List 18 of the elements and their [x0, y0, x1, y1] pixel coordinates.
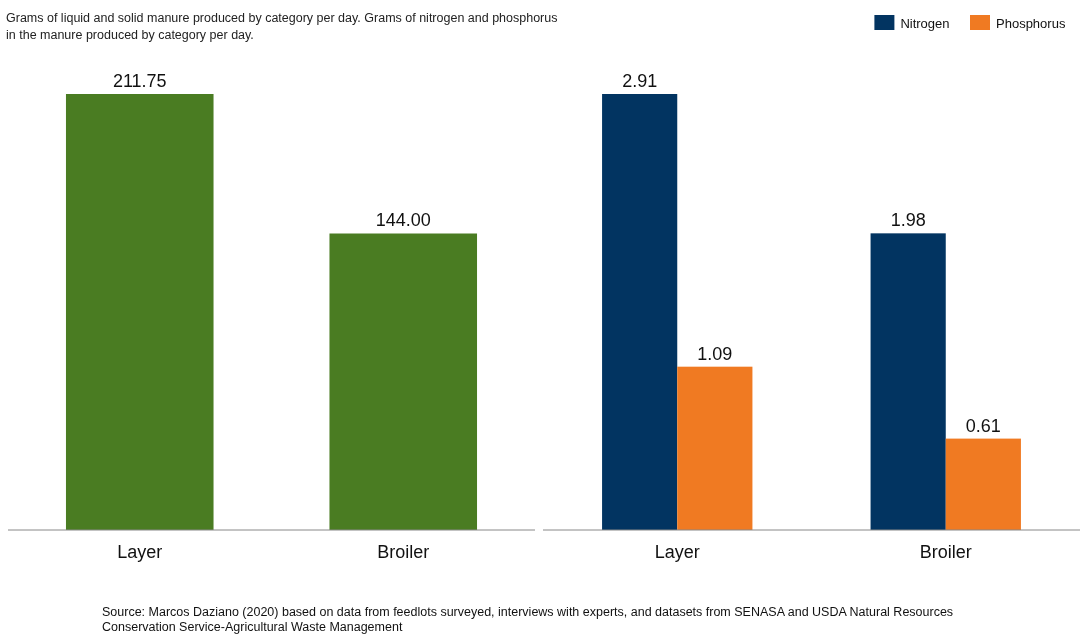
x-tick-label: Layer — [654, 542, 700, 562]
x-tick-label: Layer — [117, 542, 163, 562]
data-label: 1.09 — [697, 343, 733, 364]
data-label: 2.91 — [622, 71, 658, 91]
data-label: 211.75 — [112, 71, 167, 91]
legend-label: Phosphorus — [996, 16, 1066, 31]
bar — [602, 94, 678, 530]
source-note: Source: Marcos Daziano (2020) based on data from feedlots surveyed, interviews with experts, and datasets from SENASA and USDA Natural Resources Conservation Service-Agricultural Waste Management — [102, 605, 954, 634]
bar — [677, 366, 753, 530]
bar — [945, 438, 1021, 530]
bar — [870, 233, 946, 530]
data-label: 1.98 — [890, 210, 926, 231]
legend-label: Nitrogen — [900, 16, 950, 31]
data-label: 144.00 — [375, 210, 431, 231]
x-tick-label: Broiler — [377, 542, 430, 562]
chart-title: Grams of liquid and solid manure produced by category per day. Grams of nitrogen and phosphorus in the manure produced by category per day. — [6, 11, 558, 42]
x-tick-label: Broiler — [919, 542, 972, 562]
data-label: 0.61 — [965, 415, 1001, 436]
